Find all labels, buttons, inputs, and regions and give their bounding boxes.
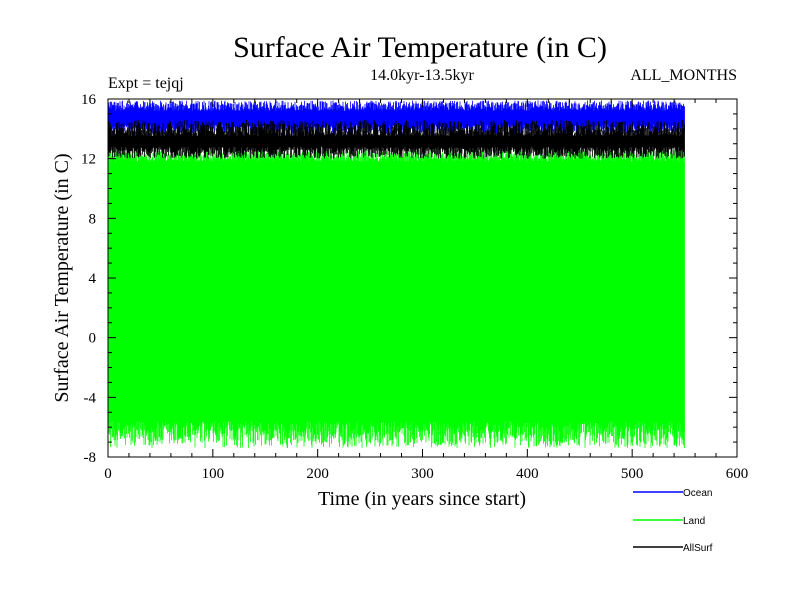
- y-tick-label: -4: [84, 390, 97, 406]
- y-tick-label: 16: [81, 92, 97, 108]
- y-axis-label: Surface Air Temperature (in C): [51, 153, 73, 402]
- y-tick-label: -8: [84, 450, 97, 466]
- x-tick-label: 0: [104, 466, 112, 482]
- legend-label-allsurf: AllSurf: [683, 543, 713, 554]
- y-tick-label: 12: [81, 152, 96, 168]
- y-tick-label: 0: [89, 331, 97, 347]
- y-tick-label: 8: [89, 211, 97, 227]
- legend-label-land: Land: [683, 516, 705, 527]
- period-label: 14.0kyr-13.5kyr: [370, 67, 474, 84]
- series-layer: [107, 100, 685, 448]
- x-tick-label: 100: [202, 466, 225, 482]
- x-tick-label: 200: [306, 466, 329, 482]
- y-tick-labels: -8 -4 0 4 8 12 16: [81, 92, 97, 466]
- y-tick-label: 4: [89, 271, 97, 287]
- x-tick-label: 600: [726, 466, 749, 482]
- x-tick-labels: 0 100 200 300 400 500 600: [104, 466, 748, 482]
- chart-title: Surface Air Temperature (in C): [233, 31, 607, 64]
- x-tick-label: 300: [411, 466, 434, 482]
- x-tick-label: 500: [621, 466, 644, 482]
- x-axis-label: Time (in years since start): [318, 488, 526, 510]
- legend-label-ocean: Ocean: [683, 488, 712, 499]
- months-label: ALL_MONTHS: [630, 67, 737, 84]
- series-land-line: [107, 149, 685, 448]
- x-tick-label: 400: [516, 466, 539, 482]
- ticks-layer: [107, 98, 738, 458]
- series-allsurf-line: [107, 119, 685, 159]
- legend: Ocean Land AllSurf: [633, 488, 713, 554]
- experiment-label: Expt = tejqj: [108, 75, 184, 92]
